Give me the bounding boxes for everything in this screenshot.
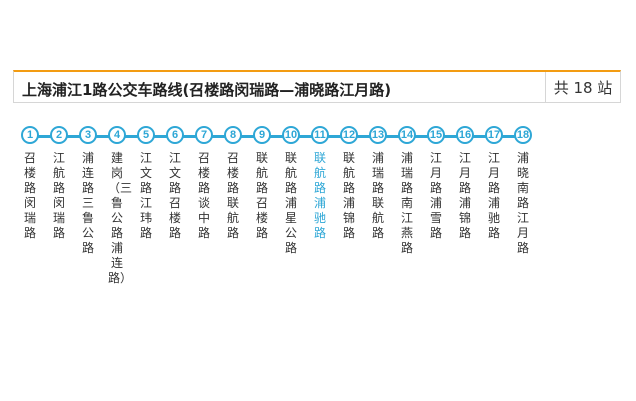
stop-name: 建岗（三鲁公路浦连路） [108, 151, 133, 285]
stop-name: 江航路闵瑞路 [52, 151, 65, 240]
stop-item[interactable]: 3 浦连路三鲁公路 [79, 126, 99, 256]
stop-name: 浦连路三鲁公路 [81, 151, 94, 255]
stop-number: 11 [311, 126, 329, 144]
stop-number: 4 [108, 126, 126, 144]
stop-name: 江月路浦锦路 [458, 151, 471, 240]
stop-name: 联航路浦驰路 [313, 151, 326, 240]
stop-name: 召楼路联航路 [226, 151, 239, 240]
stop-item[interactable]: 18 浦晓南路江月路 [514, 126, 534, 256]
stop-item[interactable]: 15 江月路浦雪路 [427, 126, 447, 241]
stop-number: 14 [398, 126, 416, 144]
stop-item[interactable]: 12 联航路浦锦路 [340, 126, 360, 241]
stop-name: 召楼路闵瑞路 [23, 151, 36, 240]
route-title: 上海浦江1路公交车路线(召楼路闵瑞路—浦晓路江月路) [22, 81, 392, 99]
stop-item[interactable]: 8 召楼路联航路 [224, 126, 244, 241]
stop-name: 联航路召楼路 [255, 151, 268, 240]
stop-name: 联航路浦星公路 [284, 151, 297, 255]
stop-number: 12 [340, 126, 358, 144]
stop-number: 6 [166, 126, 184, 144]
stop-name: 江月路浦雪路 [429, 151, 442, 240]
stop-number: 9 [253, 126, 271, 144]
stop-item[interactable]: 5 江文路江玮路 [137, 126, 157, 241]
stop-number: 15 [427, 126, 445, 144]
stop-name: 联航路浦锦路 [342, 151, 355, 240]
stop-item[interactable]: 4 建岗（三鲁公路浦连路） [108, 126, 133, 286]
stop-item[interactable]: 9 联航路召楼路 [253, 126, 273, 241]
stop-item[interactable]: 10 联航路浦星公路 [282, 126, 302, 256]
stop-item[interactable]: 17 江月路浦驰路 [485, 126, 505, 241]
stop-number: 2 [50, 126, 68, 144]
stop-number: 7 [195, 126, 213, 144]
stop-name: 江文路召楼路 [168, 151, 181, 240]
stop-name: 浦晓南路江月路 [516, 151, 529, 255]
stop-number: 18 [514, 126, 532, 144]
stop-name: 浦瑞路联航路 [371, 151, 384, 240]
stop-item[interactable]: 1 召楼路闵瑞路 [21, 126, 41, 241]
stop-name: 召楼路谈中路 [197, 151, 210, 240]
stop-item-active[interactable]: 11 联航路浦驰路 [311, 126, 331, 241]
stop-name: 江文路江玮路 [139, 151, 152, 240]
stop-number: 10 [282, 126, 300, 144]
stop-number: 8 [224, 126, 242, 144]
stop-item[interactable]: 13 浦瑞路联航路 [369, 126, 389, 241]
stop-number: 13 [369, 126, 387, 144]
stop-name: 江月路浦驰路 [487, 151, 500, 240]
stop-item[interactable]: 14 浦瑞路南江燕路 [398, 126, 418, 256]
route-line [30, 135, 524, 138]
stop-item[interactable]: 7 召楼路谈中路 [195, 126, 215, 241]
stop-number: 5 [137, 126, 155, 144]
stop-number: 16 [456, 126, 474, 144]
stop-count: 共 18 站 [545, 72, 620, 103]
stop-name: 浦瑞路南江燕路 [400, 151, 413, 255]
stop-number: 3 [79, 126, 97, 144]
stop-item[interactable]: 6 江文路召楼路 [166, 126, 186, 241]
stop-item[interactable]: 16 江月路浦锦路 [456, 126, 476, 241]
stop-number: 1 [21, 126, 39, 144]
route-header: 上海浦江1路公交车路线(召楼路闵瑞路—浦晓路江月路) 共 18 站 [13, 70, 621, 103]
stop-item[interactable]: 2 江航路闵瑞路 [50, 126, 70, 241]
stop-number: 17 [485, 126, 503, 144]
